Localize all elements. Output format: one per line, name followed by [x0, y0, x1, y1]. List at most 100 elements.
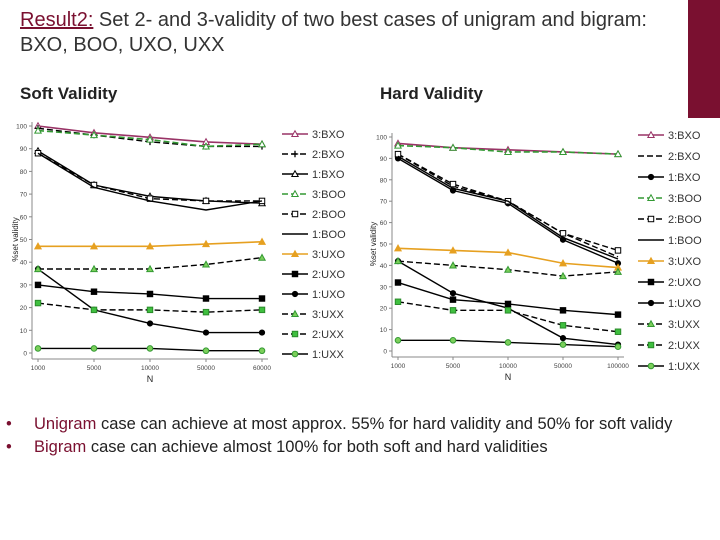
x-tick-label: 50000 — [554, 363, 572, 370]
data-point — [257, 253, 267, 261]
data-point — [559, 230, 567, 237]
y-tick-label: 20 — [380, 306, 388, 313]
data-point — [559, 322, 567, 329]
legend-label: 2:UXX — [312, 329, 344, 341]
legend-label: 3:UXX — [312, 309, 344, 321]
legend-label: 2:BOO — [312, 209, 346, 221]
data-point — [503, 248, 513, 256]
data-point — [614, 328, 622, 335]
y-tick-label: 30 — [20, 282, 28, 289]
x-tick-label: 5000 — [87, 365, 102, 372]
data-point — [145, 264, 155, 273]
soft-validity-label: Soft Validity — [20, 84, 118, 103]
data-point — [614, 343, 622, 351]
data-point — [202, 308, 210, 316]
data-point — [558, 271, 568, 280]
y-tick-label: 90 — [380, 156, 388, 163]
y-tick-label: 30 — [380, 284, 388, 291]
data-point — [258, 347, 266, 355]
y-tick-label: 50 — [20, 237, 28, 244]
y-tick-label: 20 — [20, 305, 28, 312]
data-point — [449, 296, 457, 303]
bullet-keyword: Unigram — [34, 415, 97, 433]
data-point — [504, 307, 512, 314]
data-point — [291, 290, 299, 298]
x-axis-title: N — [147, 374, 154, 384]
data-point — [89, 264, 99, 273]
series-line — [397, 155, 619, 260]
data-point — [448, 261, 458, 269]
data-point — [89, 242, 99, 250]
data-point — [291, 270, 299, 278]
data-point — [201, 260, 211, 268]
y-tick-label: 90 — [20, 146, 28, 153]
y-tick-label: 0 — [23, 351, 27, 358]
data-point — [448, 246, 458, 254]
x-tick-label: 5000 — [446, 363, 461, 370]
data-point — [201, 239, 211, 248]
data-point — [33, 264, 43, 273]
data-point — [504, 339, 512, 346]
hard-validity-chart: 0 10 20 30 40 50 60 70 80 90 100 1000 5000 10000 50000… — [369, 130, 702, 382]
slide-title: Result2: Set 2- and 3-validity of two be… — [20, 8, 680, 58]
soft-validity-chart: 0 10 20 30 40 50 60 70 80 90 100 1000 5000 10000 50000… — [11, 121, 346, 384]
data-point — [146, 345, 154, 352]
data-point — [258, 306, 266, 314]
data-point — [34, 299, 42, 307]
data-point — [646, 130, 656, 139]
data-point — [89, 130, 99, 139]
legend-label: 1:UXO — [312, 289, 345, 301]
legend-label: 2:UXO — [668, 277, 701, 289]
data-point — [202, 295, 210, 302]
data-point — [614, 247, 622, 254]
data-point — [646, 193, 656, 202]
data-point — [145, 242, 155, 250]
data-point — [202, 347, 210, 355]
data-point — [646, 319, 656, 328]
data-point — [290, 249, 300, 258]
legend-label: 2:BOO — [668, 214, 702, 226]
y-axis-title: %set validity — [11, 217, 20, 261]
legend-label: 1:BXO — [312, 169, 345, 181]
legend-label: 1:UXX — [668, 361, 700, 373]
data-point — [559, 341, 567, 348]
data-point — [647, 362, 655, 370]
corner-accent-bar — [688, 0, 720, 118]
data-point — [290, 129, 300, 138]
data-point — [90, 288, 98, 295]
legend-label: 2:UXX — [668, 340, 700, 352]
data-point — [647, 278, 655, 286]
data-point — [448, 143, 458, 151]
legend-label: 3:BXO — [312, 129, 345, 141]
data-point — [647, 299, 655, 307]
y-axis-title: %set validity — [369, 222, 378, 266]
data-point — [558, 259, 568, 267]
bullet-item: • Unigram case can achieve at most approx… — [6, 414, 712, 435]
data-point — [90, 345, 98, 352]
bullet-text: case can achieve almost 100% for both so… — [86, 438, 548, 456]
data-point — [393, 244, 403, 252]
data-point — [258, 329, 266, 336]
data-point — [146, 306, 154, 314]
series-line — [37, 152, 263, 211]
data-point — [146, 290, 154, 298]
data-point — [33, 242, 43, 250]
data-point — [202, 329, 210, 336]
legend-label: 3:UXO — [668, 256, 701, 268]
y-tick-label: 60 — [380, 220, 388, 227]
legend-label: 1:UXX — [312, 349, 344, 361]
title-text: Set 2- and 3-validity of two best cases … — [20, 9, 647, 56]
bullet-keyword: Bigram — [34, 438, 87, 456]
title-prefix: Result2: — [20, 9, 94, 31]
data-point — [290, 309, 300, 318]
data-point — [449, 290, 457, 297]
legend-label: 3:UXO — [312, 249, 345, 261]
legend-label: 1:BOO — [312, 229, 346, 241]
x-axis-title: N — [505, 372, 512, 382]
legend-label: 3:BOO — [312, 189, 346, 201]
data-point — [559, 307, 567, 314]
data-point — [394, 298, 402, 305]
y-tick-label: 100 — [16, 124, 27, 131]
data-point — [647, 341, 655, 349]
bullet-marker: • — [6, 438, 12, 456]
